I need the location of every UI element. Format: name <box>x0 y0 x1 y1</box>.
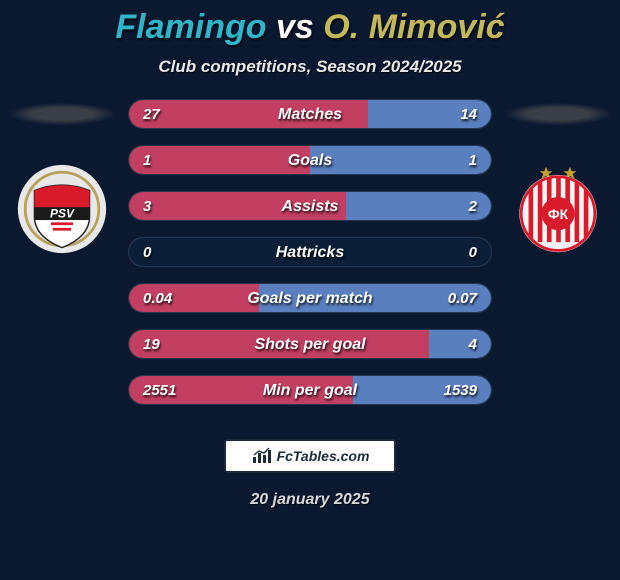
player2-name: O. Mimović <box>323 8 504 46</box>
stat-value-left: 1 <box>143 146 151 175</box>
stat-row: Matches27 14 <box>128 99 492 129</box>
stat-value-left: 2551 <box>143 376 176 405</box>
stat-value-right: 2 <box>469 192 477 221</box>
svg-text:ФК: ФК <box>548 207 569 222</box>
subtitle: Club competitions, Season 2024/2025 <box>0 57 620 77</box>
stat-row: Shots per goal19 4 <box>128 329 492 359</box>
stat-value-left: 3 <box>143 192 151 221</box>
stat-value-right: 4 <box>469 330 477 359</box>
stat-label: Shots per goal <box>129 330 491 359</box>
comparison-layout: PSV Matches27 14 Goals1 1 Assists3 2 Hattricks… <box>0 99 620 421</box>
stat-value-left: 19 <box>143 330 160 359</box>
stat-value-right: 1539 <box>444 376 477 405</box>
stat-row: Min per goal2551 1539 <box>128 375 492 405</box>
brand-badge: FcTables.com <box>224 439 396 473</box>
player1-name: Flamingo <box>115 8 266 46</box>
stat-label: Hattricks <box>129 238 491 267</box>
stat-label: Min per goal <box>129 376 491 405</box>
date-text: 20 january 2025 <box>0 491 620 509</box>
club-badge-left: PSV <box>16 163 108 255</box>
player2-silhouette-placeholder <box>505 103 611 125</box>
stat-row: Assists3 2 <box>128 191 492 221</box>
stat-label: Matches <box>129 100 491 129</box>
stat-value-right: 0 <box>469 238 477 267</box>
stat-value-right: 0.07 <box>448 284 477 313</box>
stat-value-right: 1 <box>469 146 477 175</box>
stat-value-left: 0 <box>143 238 151 267</box>
brand-text: FcTables.com <box>277 448 370 464</box>
stat-label: Goals <box>129 146 491 175</box>
stat-label: Goals per match <box>129 284 491 313</box>
vs-text: vs <box>276 8 314 46</box>
stats-column: Matches27 14 Goals1 1 Assists3 2 Hattricks0 0 Go… <box>120 99 500 421</box>
stat-value-left: 0.04 <box>143 284 172 313</box>
club-badge-right: ФК <box>512 163 604 255</box>
stat-value-left: 27 <box>143 100 160 129</box>
svg-text:PSV: PSV <box>50 206 75 220</box>
comparison-title: Flamingo vs O. Mimović <box>0 0 620 47</box>
stat-label: Assists <box>129 192 491 221</box>
right-side: ФК <box>500 99 620 255</box>
stat-row: Hattricks0 0 <box>128 237 492 267</box>
player1-silhouette-placeholder <box>9 103 115 125</box>
stat-value-right: 14 <box>460 100 477 129</box>
left-side: PSV <box>0 99 120 255</box>
brand-chart-icon <box>251 447 273 465</box>
stat-row: Goals1 1 <box>128 145 492 175</box>
stat-row: Goals per match0.04 0.07 <box>128 283 492 313</box>
